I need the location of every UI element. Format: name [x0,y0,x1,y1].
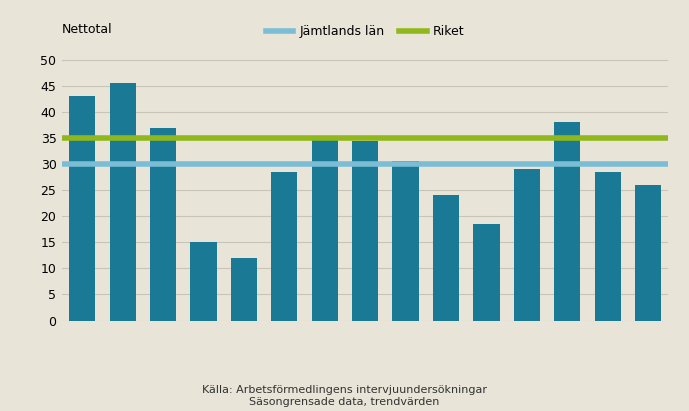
Bar [271,172,298,321]
Bar [473,224,500,321]
Bar [352,141,378,321]
Bar [595,172,621,321]
Bar [190,242,216,321]
Bar [433,195,459,321]
Bar [69,96,95,321]
Bar [393,162,419,321]
Legend: Jämtlands län, Riket: Jämtlands län, Riket [260,20,470,43]
Bar [231,258,257,321]
Bar [150,127,176,321]
Bar [110,83,136,321]
Text: Källa: Arbetsförmedlingens intervjuundersökningar
Säsongrensade data, trendvärde: Källa: Arbetsförmedlingens intervjuunder… [202,385,487,407]
Bar [514,169,540,321]
Bar [635,185,661,321]
Bar [554,122,580,321]
Bar [311,138,338,321]
Text: Nettotal: Nettotal [62,23,112,36]
